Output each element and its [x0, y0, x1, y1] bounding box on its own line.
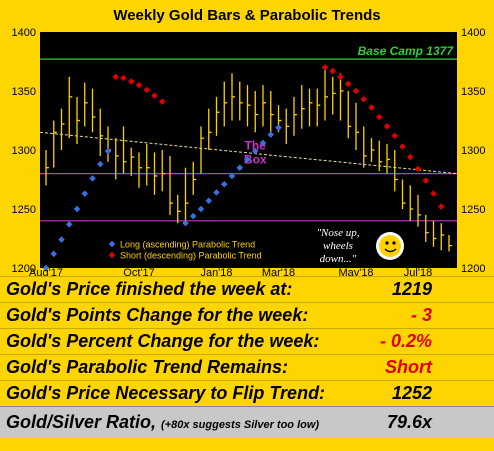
y-tick-label-left: 1400 — [12, 27, 36, 39]
long-trend-dot — [213, 189, 220, 196]
stat-row-trend: Gold's Parabolic Trend Remains: Short — [0, 354, 494, 380]
long-trend-dot — [267, 131, 275, 138]
gold-chart: Weekly Gold Bars & Parabolic Trends Base… — [11, 7, 486, 276]
stat-label: Gold's Points Change for the week: — [6, 305, 309, 325]
ratio-value: 79.6x — [386, 412, 432, 432]
stat-value: 1219 — [391, 279, 432, 299]
annotation-text: wheels — [323, 240, 353, 252]
stat-row-percent: Gold's Percent Change for the week: - 0.… — [0, 328, 494, 354]
short-trend-dot — [120, 74, 127, 82]
y-tick-label-right: 1300 — [461, 145, 485, 157]
legend-marker — [108, 240, 116, 248]
stat-value: - 3 — [410, 305, 432, 325]
short-trend-dot — [430, 190, 437, 197]
short-trend-dot — [414, 165, 422, 173]
long-trend-dot — [220, 180, 228, 188]
y-tick-label-right: 1200 — [461, 263, 485, 275]
stat-row-flip: Gold's Price Necessary to Flip Trend: 12… — [0, 380, 494, 406]
stat-row-points: Gold's Points Change for the week: - 3 — [0, 302, 494, 328]
smiley-icon-eye — [385, 241, 389, 245]
short-trend-dot — [143, 86, 151, 94]
y-tick-label-right: 1350 — [461, 86, 485, 98]
annotation-text: down..." — [320, 253, 357, 265]
long-trend-dot — [81, 190, 89, 197]
short-trend-dot — [391, 132, 399, 140]
y-tick-label-left: 1200 — [12, 263, 36, 275]
smiley-icon-face — [379, 235, 401, 257]
base-camp-label: Base Camp 1377 — [358, 44, 455, 58]
x-tick-label: Aug'17 — [29, 267, 63, 276]
long-trend-dot — [244, 156, 251, 163]
x-tick-label: Oct'17 — [123, 267, 154, 276]
stat-value: - 0.2% — [379, 331, 432, 351]
y-tick-label-left: 1350 — [12, 86, 36, 98]
short-trend-dot — [337, 73, 344, 81]
short-trend-dot — [399, 143, 406, 150]
long-trend-dot — [189, 212, 197, 220]
y-tick-label-right: 1250 — [461, 204, 485, 216]
x-tick-label: Jul'18 — [404, 267, 432, 276]
long-trend-dot — [259, 139, 267, 147]
short-trend-dot — [151, 92, 158, 99]
short-trend-dot — [344, 80, 352, 88]
long-trend-dot — [73, 205, 81, 213]
annotation-text: "Nose up, — [316, 227, 359, 239]
x-tick-label: May'18 — [338, 267, 373, 276]
legend-marker — [108, 251, 116, 259]
bars-layer — [45, 67, 452, 252]
axis-layer: 1200 1200 1250 1250 1300 1300 1350 1350 1400 1400… — [12, 27, 486, 276]
short-trend-dot — [127, 78, 135, 85]
box-label: Box — [244, 153, 267, 167]
chart-title: Weekly Gold Bars & Parabolic Trends — [113, 7, 380, 24]
long-trend-dot — [89, 175, 96, 182]
short-trend-dot — [112, 73, 120, 81]
long-trend-dot — [236, 164, 244, 171]
long-trend-dot — [228, 172, 236, 180]
stat-label: Gold's Percent Change for the week: — [6, 331, 320, 351]
long-trend-dot — [182, 219, 189, 227]
legend-label: Long (ascending) Parabolic Trend — [120, 240, 255, 250]
short-trend-dot — [368, 104, 375, 111]
short-trend-dot — [422, 177, 430, 184]
smiley-icon-eye — [392, 241, 396, 245]
ratio-label: Gold/Silver Ratio, (+80x suggests Silver… — [6, 407, 319, 437]
long-trend-dot — [197, 205, 205, 213]
y-tick-label-left: 1250 — [12, 204, 36, 216]
trend-dots-layer — [42, 64, 445, 272]
short-trend-dot — [375, 113, 383, 121]
stat-value: 1252 — [391, 383, 432, 403]
long-trend-dot — [65, 221, 73, 228]
x-tick-label: Jan'18 — [200, 267, 232, 276]
stat-row-price: Gold's Price finished the week at: 1219 — [0, 276, 494, 302]
legend-label: Short (descending) Parabolic Trend — [120, 251, 262, 261]
stat-value: Short — [385, 357, 432, 377]
stat-label: Gold's Parabolic Trend Remains: — [6, 357, 289, 377]
x-tick-label: Mar'18 — [262, 267, 295, 276]
short-trend-dot — [437, 203, 445, 210]
long-trend-dot — [205, 197, 213, 204]
y-tick-label-left: 1300 — [12, 145, 36, 157]
short-trend-dot — [135, 81, 143, 89]
long-trend-dot — [275, 124, 282, 131]
short-trend-dot — [383, 123, 391, 130]
long-trend-dot — [96, 160, 104, 168]
short-trend-dot — [158, 98, 166, 105]
chart-svg: Weekly Gold Bars & Parabolic Trends Base… — [12, 7, 486, 276]
ratio-label-text: Gold/Silver Ratio, — [6, 412, 157, 432]
stat-label: Gold's Price Necessary to Flip Trend: — [6, 383, 326, 403]
ratio-note: (+80x suggests Silver too low) — [161, 419, 320, 431]
y-tick-label-right: 1400 — [461, 27, 485, 39]
long-trend-dot — [50, 250, 58, 258]
short-trend-dot — [406, 153, 414, 161]
stat-label: Gold's Price finished the week at: — [6, 279, 293, 299]
stats-table: Gold's Price finished the week at: 1219 … — [0, 276, 494, 437]
smiley-icon-mouth — [384, 248, 397, 253]
stat-row-ratio: Gold/Silver Ratio, (+80x suggests Silver… — [0, 406, 494, 437]
